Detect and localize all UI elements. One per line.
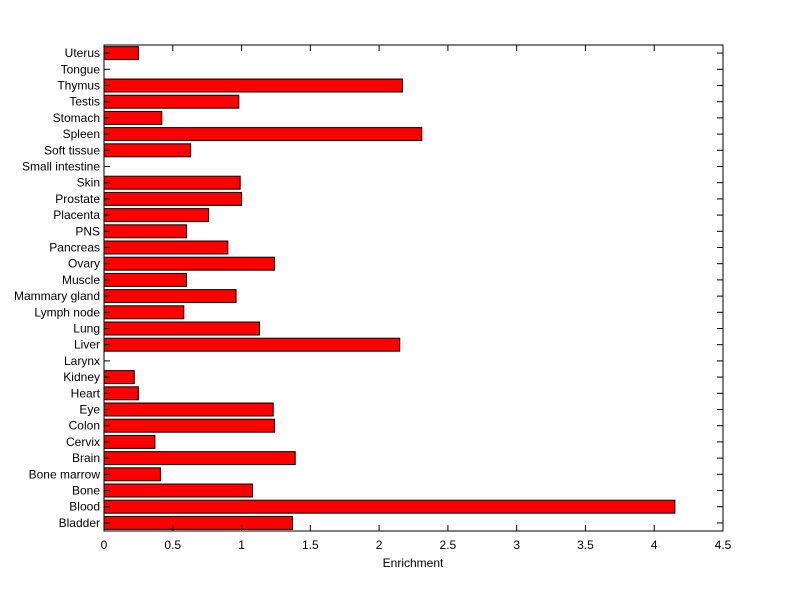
y-tick-label: Stomach	[53, 111, 100, 125]
y-tick-label: Skin	[77, 176, 100, 190]
y-tick-label: Larynx	[64, 354, 100, 368]
y-tick-label: Cervix	[66, 435, 100, 449]
x-tick-label: 4.5	[715, 538, 732, 552]
x-tick-label: 2.5	[440, 538, 457, 552]
y-tick-label: Lung	[73, 322, 100, 336]
y-tick-label: Liver	[74, 338, 100, 352]
y-tick-label: Testis	[69, 95, 100, 109]
y-tick-label: Mammary gland	[14, 289, 100, 303]
bar-ovary	[103, 256, 276, 271]
bar-stomach	[103, 110, 163, 125]
y-tick-label: Bone marrow	[29, 467, 101, 481]
y-tick-label: Ovary	[68, 257, 100, 271]
bar-prostate	[103, 191, 243, 206]
y-tick-label: Bone	[72, 484, 100, 498]
bar-pns	[103, 224, 188, 239]
x-tick-label: 0.5	[164, 538, 181, 552]
plot-area	[104, 45, 723, 531]
y-tick-label: Eye	[79, 403, 100, 417]
bar-spleen	[103, 127, 423, 142]
bar-placenta	[103, 208, 210, 223]
y-tick-label: Prostate	[55, 192, 100, 206]
plot-frame	[103, 44, 724, 532]
bar-cervix	[103, 434, 156, 449]
bar-bone	[103, 483, 254, 498]
bar-lung	[103, 321, 260, 336]
y-tick-label: Placenta	[53, 208, 100, 222]
x-tick-label: 1.5	[302, 538, 319, 552]
bar-liver	[103, 337, 401, 352]
x-tick-label: 3	[513, 538, 520, 552]
y-tick-label: Bladder	[59, 516, 100, 530]
x-tick-label: 3.5	[577, 538, 594, 552]
bar-colon	[103, 418, 276, 433]
y-tick-label: PNS	[75, 224, 100, 238]
x-tick-label: 4	[651, 538, 658, 552]
bar-mammary-gland	[103, 289, 237, 304]
x-tick-label: 1	[238, 538, 245, 552]
y-tick-label: Heart	[71, 386, 101, 400]
y-tick-label: Blood	[69, 500, 100, 514]
bar-muscle	[103, 272, 188, 287]
x-tick-label: 0	[101, 538, 108, 552]
y-tick-label: Small intestine	[22, 160, 100, 174]
x-axis-label: Enrichment	[383, 556, 444, 570]
x-tick-label: 2	[376, 538, 383, 552]
y-tick-label: Uterus	[65, 46, 100, 60]
bar-eye	[103, 402, 274, 417]
y-tick-label: Pancreas	[49, 241, 100, 255]
y-tick-label: Kidney	[63, 370, 100, 384]
bar-bone-marrow	[103, 467, 161, 482]
bar-bladder	[103, 515, 293, 530]
bar-blood	[103, 499, 676, 514]
bar-thymus	[103, 78, 403, 93]
y-tick-label: Spleen	[63, 127, 100, 141]
bar-soft-tissue	[103, 143, 192, 158]
y-tick-label: Lymph node	[34, 305, 100, 319]
bar-skin	[103, 175, 241, 190]
bar-lymph-node	[103, 305, 185, 320]
y-axis-ticks: Bladder Blood Bone Bone marrow Brain Cervix Co…	[14, 46, 723, 530]
bar-testis	[103, 94, 240, 109]
y-tick-label: Colon	[69, 419, 100, 433]
y-tick-label: Soft tissue	[44, 143, 100, 157]
bar-brain	[103, 451, 296, 466]
y-tick-label: Thymus	[57, 79, 100, 93]
y-tick-label: Muscle	[62, 273, 100, 287]
bar-pancreas	[103, 240, 229, 255]
y-tick-label: Brain	[72, 451, 100, 465]
y-tick-label: Tongue	[61, 62, 101, 76]
